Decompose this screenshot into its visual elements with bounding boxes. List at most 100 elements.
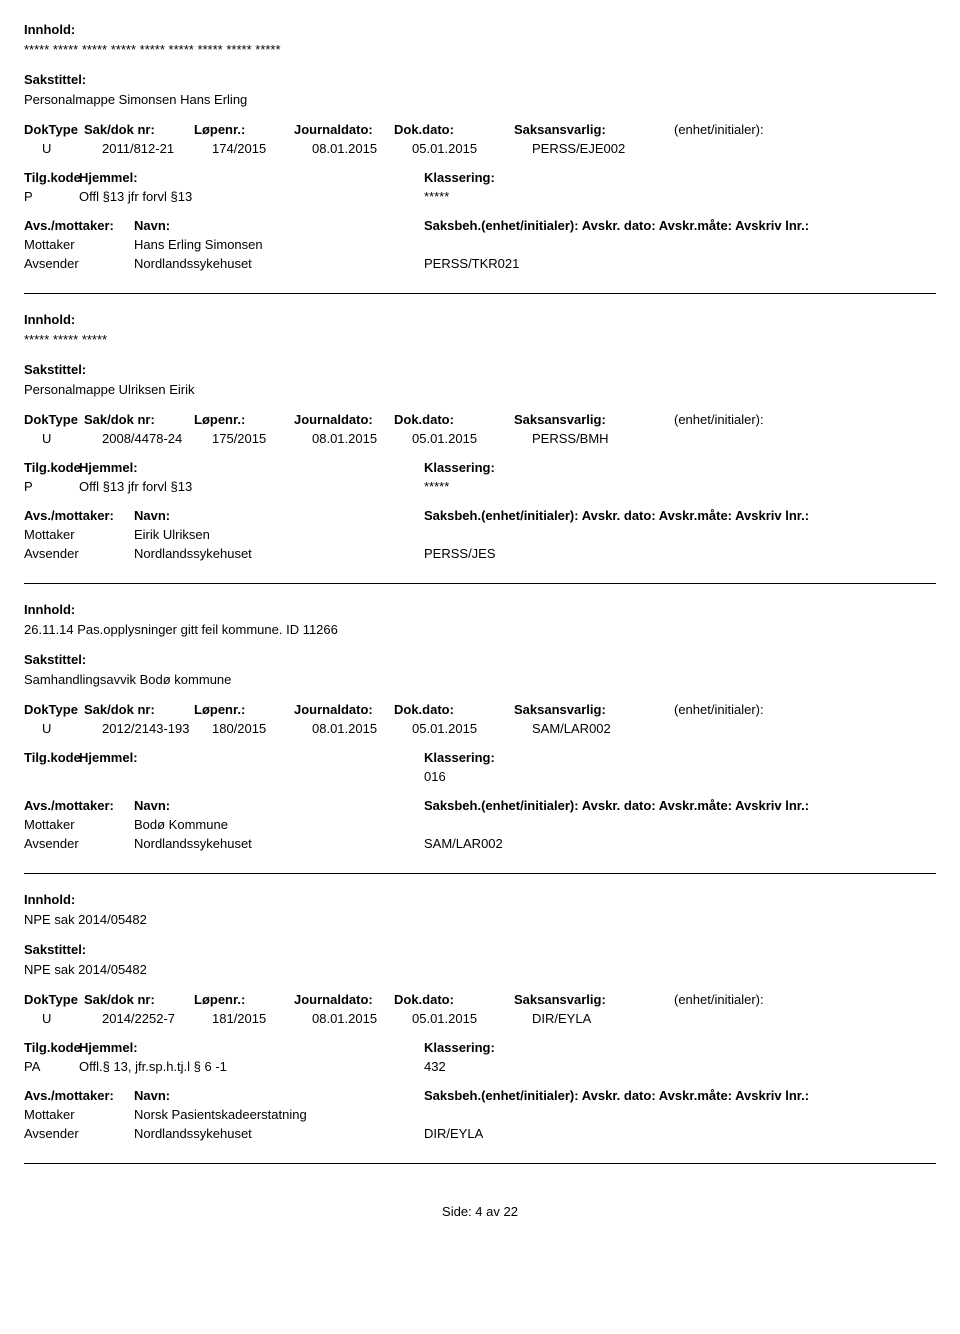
tilg-header-row: Tilg.kodeHjemmel:Klassering: [24, 170, 936, 185]
party-role: Avsender [24, 546, 134, 561]
journal-entry: Innhold:NPE sak 2014/05482Sakstittel:NPE… [24, 874, 936, 1164]
dokdato-value: 05.01.2015 [412, 1011, 532, 1026]
party-name: Nordlandssykehuset [134, 1126, 424, 1141]
dokdato-label: Dok.dato: [394, 122, 514, 137]
meta-header-row: DokTypeSak/dok nr:Løpenr.:Journaldato:Do… [24, 412, 936, 427]
sakdok-label: Sak/dok nr: [84, 992, 194, 1007]
enhet-label: (enhet/initialer): [674, 412, 764, 427]
party-row: MottakerEirik Ulriksen [24, 527, 936, 542]
innhold-value: ***** ***** ***** ***** ***** ***** ****… [24, 42, 936, 58]
doktype-label: DokType [24, 412, 84, 427]
journaldato-value: 08.01.2015 [312, 141, 412, 156]
innhold-label: Innhold: [24, 602, 936, 618]
navn-label: Navn: [134, 1088, 424, 1103]
avsmottaker-header-row: Avs./mottaker:Navn:Saksbeh.(enhet/initia… [24, 798, 936, 813]
dokdato-value: 05.01.2015 [412, 141, 532, 156]
sakdok-label: Sak/dok nr: [84, 122, 194, 137]
avsmottaker-header-row: Avs./mottaker:Navn:Saksbeh.(enhet/initia… [24, 1088, 936, 1103]
party-ref: SAM/LAR002 [424, 836, 503, 851]
dokdato-value: 05.01.2015 [412, 721, 532, 736]
party-name: Hans Erling Simonsen [134, 237, 424, 252]
meta-value-row: U2008/4478-24175/201508.01.201505.01.201… [24, 431, 936, 446]
lopenr-value: 180/2015 [212, 721, 312, 736]
sakstittel-value: NPE sak 2014/05482 [24, 962, 936, 978]
navn-label: Navn: [134, 218, 424, 233]
sakdok-value: 2011/812-21 [102, 141, 212, 156]
tilg-header-row: Tilg.kodeHjemmel:Klassering: [24, 750, 936, 765]
doktype-label: DokType [24, 992, 84, 1007]
lopenr-value: 181/2015 [212, 1011, 312, 1026]
party-name: Bodø Kommune [134, 817, 424, 832]
party-role: Mottaker [24, 237, 134, 252]
meta-header-row: DokTypeSak/dok nr:Løpenr.:Journaldato:Do… [24, 122, 936, 137]
saksansvarlig-value: SAM/LAR002 [532, 721, 692, 736]
meta-value-row: U2012/2143-193180/201508.01.201505.01.20… [24, 721, 936, 736]
party-role: Mottaker [24, 527, 134, 542]
journal-entry: Innhold:***** ***** ***** ***** ***** **… [24, 22, 936, 294]
page-footer: Side: 4 av 22 [24, 1204, 936, 1219]
klassering-value: 432 [424, 1059, 446, 1074]
party-row: AvsenderNordlandssykehusetDIR/EYLA [24, 1126, 936, 1141]
sakdok-value: 2014/2252-7 [102, 1011, 212, 1026]
journaldato-label: Journaldato: [294, 412, 394, 427]
tilg-value-row: POffl §13 jfr forvl §13***** [24, 189, 936, 204]
journaldato-value: 08.01.2015 [312, 721, 412, 736]
lopenr-label: Løpenr.: [194, 992, 294, 1007]
party-name: Nordlandssykehuset [134, 836, 424, 851]
party-role: Mottaker [24, 817, 134, 832]
innhold-value: ***** ***** ***** [24, 332, 936, 348]
party-row: MottakerHans Erling Simonsen [24, 237, 936, 252]
saksansvarlig-value: PERSS/EJE002 [532, 141, 692, 156]
party-role: Avsender [24, 836, 134, 851]
enhet-label: (enhet/initialer): [674, 122, 764, 137]
enhet-label: (enhet/initialer): [674, 992, 764, 1007]
doktype-label: DokType [24, 702, 84, 717]
sakstittel-label: Sakstittel: [24, 652, 936, 668]
party-ref: DIR/EYLA [424, 1126, 483, 1141]
sakstittel-value: Samhandlingsavvik Bodø kommune [24, 672, 936, 688]
journaldato-label: Journaldato: [294, 992, 394, 1007]
meta-value-row: U2014/2252-7181/201508.01.201505.01.2015… [24, 1011, 936, 1026]
hjemmel-label: Hjemmel: [79, 750, 424, 765]
hjemmel-label: Hjemmel: [79, 460, 424, 475]
dokdato-label: Dok.dato: [394, 992, 514, 1007]
party-name: Nordlandssykehuset [134, 256, 424, 271]
innhold-value: NPE sak 2014/05482 [24, 912, 936, 928]
klassering-value: 016 [424, 769, 446, 784]
saksansvarlig-label: Saksansvarlig: [514, 702, 674, 717]
doktype-value: U [24, 431, 102, 446]
klassering-label: Klassering: [424, 170, 495, 185]
saksansvarlig-label: Saksansvarlig: [514, 992, 674, 1007]
sakstittel-label: Sakstittel: [24, 942, 936, 958]
tilgkode-label: Tilg.kode [24, 750, 79, 765]
party-name: Norsk Pasientskadeerstatning [134, 1107, 424, 1122]
journal-entry: Innhold:***** ***** *****Sakstittel:Pers… [24, 294, 936, 584]
klassering-label: Klassering: [424, 750, 495, 765]
sakstittel-value: Personalmappe Simonsen Hans Erling [24, 92, 936, 108]
saksansvarlig-value: PERSS/BMH [532, 431, 692, 446]
meta-header-row: DokTypeSak/dok nr:Løpenr.:Journaldato:Do… [24, 992, 936, 1007]
hjemmel-value: Offl.§ 13, jfr.sp.h.tj.l § 6 -1 [79, 1059, 424, 1074]
lopenr-value: 175/2015 [212, 431, 312, 446]
party-row: AvsenderNordlandssykehusetPERSS/JES [24, 546, 936, 561]
hjemmel-label: Hjemmel: [79, 1040, 424, 1055]
saksbeh-label: Saksbeh.(enhet/initialer): Avskr. dato: … [424, 1088, 809, 1103]
party-name: Nordlandssykehuset [134, 546, 424, 561]
journaldato-value: 08.01.2015 [312, 1011, 412, 1026]
party-name: Eirik Ulriksen [134, 527, 424, 542]
innhold-label: Innhold: [24, 312, 936, 328]
party-ref: PERSS/TKR021 [424, 256, 519, 271]
saksansvarlig-value: DIR/EYLA [532, 1011, 692, 1026]
doktype-value: U [24, 1011, 102, 1026]
tilg-header-row: Tilg.kodeHjemmel:Klassering: [24, 460, 936, 475]
sakdok-value: 2008/4478-24 [102, 431, 212, 446]
hjemmel-value: Offl §13 jfr forvl §13 [79, 189, 424, 204]
klassering-label: Klassering: [424, 1040, 495, 1055]
party-ref: PERSS/JES [424, 546, 496, 561]
hjemmel-value [79, 769, 424, 784]
lopenr-label: Løpenr.: [194, 412, 294, 427]
tilgkode-label: Tilg.kode [24, 460, 79, 475]
avsmottaker-header-row: Avs./mottaker:Navn:Saksbeh.(enhet/initia… [24, 508, 936, 523]
party-role: Avsender [24, 1126, 134, 1141]
sakstittel-label: Sakstittel: [24, 362, 936, 378]
